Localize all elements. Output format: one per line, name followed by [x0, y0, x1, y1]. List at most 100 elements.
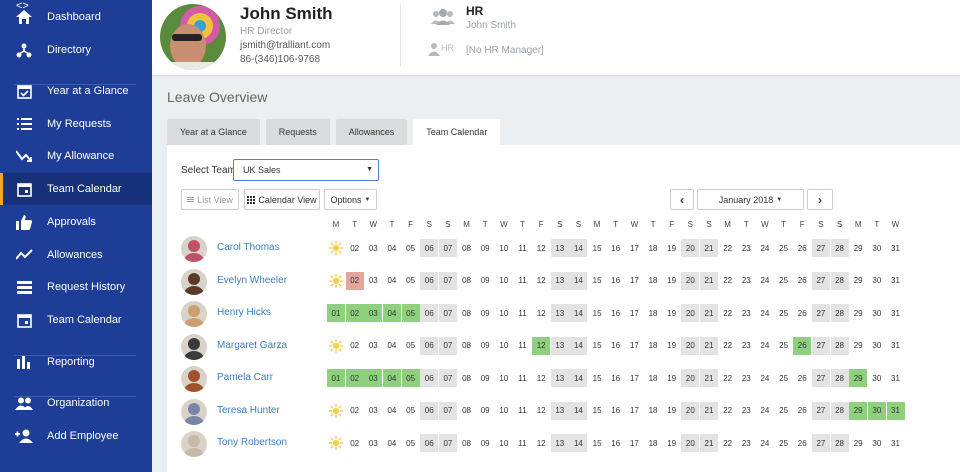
- day-cell[interactable]: 18: [648, 308, 658, 318]
- day-cell[interactable]: 14: [569, 271, 588, 290]
- day-cell[interactable]: 19: [667, 341, 677, 350]
- day-cell[interactable]: 21: [700, 336, 718, 355]
- day-cell[interactable]: 13: [550, 271, 569, 290]
- day-cell[interactable]: 10: [499, 308, 509, 318]
- day-cell[interactable]: 08: [462, 341, 471, 350]
- day-cell[interactable]: 23: [741, 406, 751, 415]
- day-cell[interactable]: 30: [872, 438, 882, 448]
- day-cell[interactable]: 14: [569, 239, 588, 257]
- employee-name-link[interactable]: Teresa Hunter: [217, 404, 280, 416]
- day-cell[interactable]: 06: [420, 336, 439, 355]
- day-cell[interactable]: 20: [681, 271, 700, 290]
- day-cell[interactable]: 17: [629, 406, 639, 415]
- calendar-view-button[interactable]: Calendar View: [244, 189, 320, 210]
- day-cell[interactable]: 06: [420, 401, 439, 420]
- day-cell[interactable]: 02: [350, 438, 360, 448]
- day-cell[interactable]: 30: [872, 308, 882, 318]
- tab-requests[interactable]: Requests: [265, 119, 330, 145]
- day-cell[interactable]: 08: [462, 406, 471, 415]
- sidebar-item-my-allowance[interactable]: My Allowance: [0, 140, 152, 172]
- day-cell[interactable]: 08: [462, 308, 471, 318]
- day-cell[interactable]: 20: [681, 304, 700, 322]
- day-cell[interactable]: 11: [518, 276, 527, 285]
- day-cell[interactable]: 24: [760, 438, 770, 448]
- day-cell[interactable]: 12: [536, 308, 546, 318]
- day-cell[interactable]: 17: [629, 308, 639, 318]
- day-cell[interactable]: 23: [741, 438, 751, 448]
- day-cell[interactable]: 14: [569, 336, 588, 355]
- day-cell[interactable]: 16: [611, 341, 621, 350]
- leave-day-cell[interactable]: 29: [849, 369, 868, 387]
- day-cell[interactable]: 21: [700, 304, 718, 322]
- day-cell[interactable]: 09: [480, 373, 490, 383]
- day-cell[interactable]: 10: [499, 243, 509, 253]
- day-cell[interactable]: 28: [830, 369, 849, 387]
- day-cell[interactable]: 31: [891, 243, 900, 253]
- day-cell[interactable]: 07: [438, 401, 457, 420]
- day-cell[interactable]: 16: [611, 406, 621, 415]
- day-cell[interactable]: 31: [891, 373, 900, 383]
- day-cell[interactable]: 17: [629, 243, 639, 253]
- day-cell[interactable]: 04: [387, 438, 397, 448]
- day-cell[interactable]: 14: [569, 434, 588, 452]
- day-cell[interactable]: 07: [438, 336, 457, 355]
- day-cell[interactable]: 14: [569, 304, 588, 322]
- day-cell[interactable]: 25: [779, 341, 789, 350]
- day-cell[interactable]: 09: [480, 243, 490, 253]
- sidebar-item-allowances[interactable]: Allowances: [0, 239, 152, 271]
- day-cell[interactable]: 26: [797, 373, 807, 383]
- sidebar-item-dashboard[interactable]: Dashboard: [0, 1, 152, 33]
- day-cell[interactable]: 18: [648, 276, 658, 285]
- day-cell[interactable]: 09: [480, 406, 490, 415]
- day-cell[interactable]: 24: [760, 308, 770, 318]
- day-cell[interactable]: 30: [872, 341, 882, 350]
- day-cell[interactable]: 02: [350, 341, 360, 350]
- day-cell[interactable]: 17: [629, 373, 639, 383]
- day-cell[interactable]: 28: [830, 239, 849, 257]
- day-cell[interactable]: 03: [368, 438, 378, 448]
- day-cell[interactable]: 06: [420, 239, 439, 257]
- day-cell[interactable]: 11: [518, 341, 527, 350]
- day-cell[interactable]: 15: [592, 438, 602, 448]
- day-cell[interactable]: 15: [592, 276, 602, 285]
- day-cell[interactable]: 16: [611, 276, 621, 285]
- day-cell[interactable]: 12: [536, 373, 546, 383]
- day-cell[interactable]: 13: [550, 369, 569, 387]
- day-cell[interactable]: 24: [760, 243, 770, 253]
- day-cell[interactable]: 05: [406, 243, 416, 253]
- day-cell[interactable]: 26: [797, 243, 807, 253]
- day-cell[interactable]: 23: [741, 243, 751, 253]
- day-cell[interactable]: 11: [518, 406, 527, 415]
- day-cell[interactable]: 22: [723, 243, 733, 253]
- day-cell[interactable]: 29: [853, 308, 863, 318]
- day-cell[interactable]: 25: [779, 308, 789, 318]
- list-view-button[interactable]: List View: [181, 189, 239, 210]
- day-cell[interactable]: 03: [368, 406, 378, 415]
- day-cell[interactable]: 27: [811, 369, 830, 387]
- leave-day-cell[interactable]: 26: [793, 336, 812, 355]
- day-cell[interactable]: 24: [760, 406, 770, 415]
- day-cell[interactable]: 20: [681, 336, 700, 355]
- day-cell[interactable]: 07: [438, 271, 457, 290]
- day-cell[interactable]: 11: [518, 243, 527, 253]
- day-cell[interactable]: 25: [779, 406, 789, 415]
- day-cell[interactable]: 05: [406, 406, 416, 415]
- pending-day-cell[interactable]: 02: [345, 271, 364, 290]
- day-cell[interactable]: 25: [779, 373, 789, 383]
- sidebar-item-organization[interactable]: Organization: [0, 387, 152, 419]
- day-cell[interactable]: 21: [700, 239, 718, 257]
- day-cell[interactable]: 14: [569, 369, 588, 387]
- day-cell[interactable]: 27: [811, 304, 830, 322]
- day-cell[interactable]: 23: [741, 308, 751, 318]
- leave-day-cell[interactable]: 12: [532, 336, 551, 355]
- day-cell[interactable]: 20: [681, 401, 700, 420]
- leave-day-cell[interactable]: 01: [327, 304, 345, 322]
- day-cell[interactable]: 23: [741, 341, 751, 350]
- options-button[interactable]: Options ▼: [324, 189, 377, 210]
- day-cell[interactable]: 16: [611, 438, 621, 448]
- day-cell[interactable]: 31: [891, 276, 900, 285]
- month-picker[interactable]: January 2018 ▼: [697, 189, 804, 210]
- day-cell[interactable]: 31: [891, 341, 900, 350]
- day-cell[interactable]: 19: [667, 406, 677, 415]
- leave-day-cell[interactable]: 05: [401, 304, 420, 322]
